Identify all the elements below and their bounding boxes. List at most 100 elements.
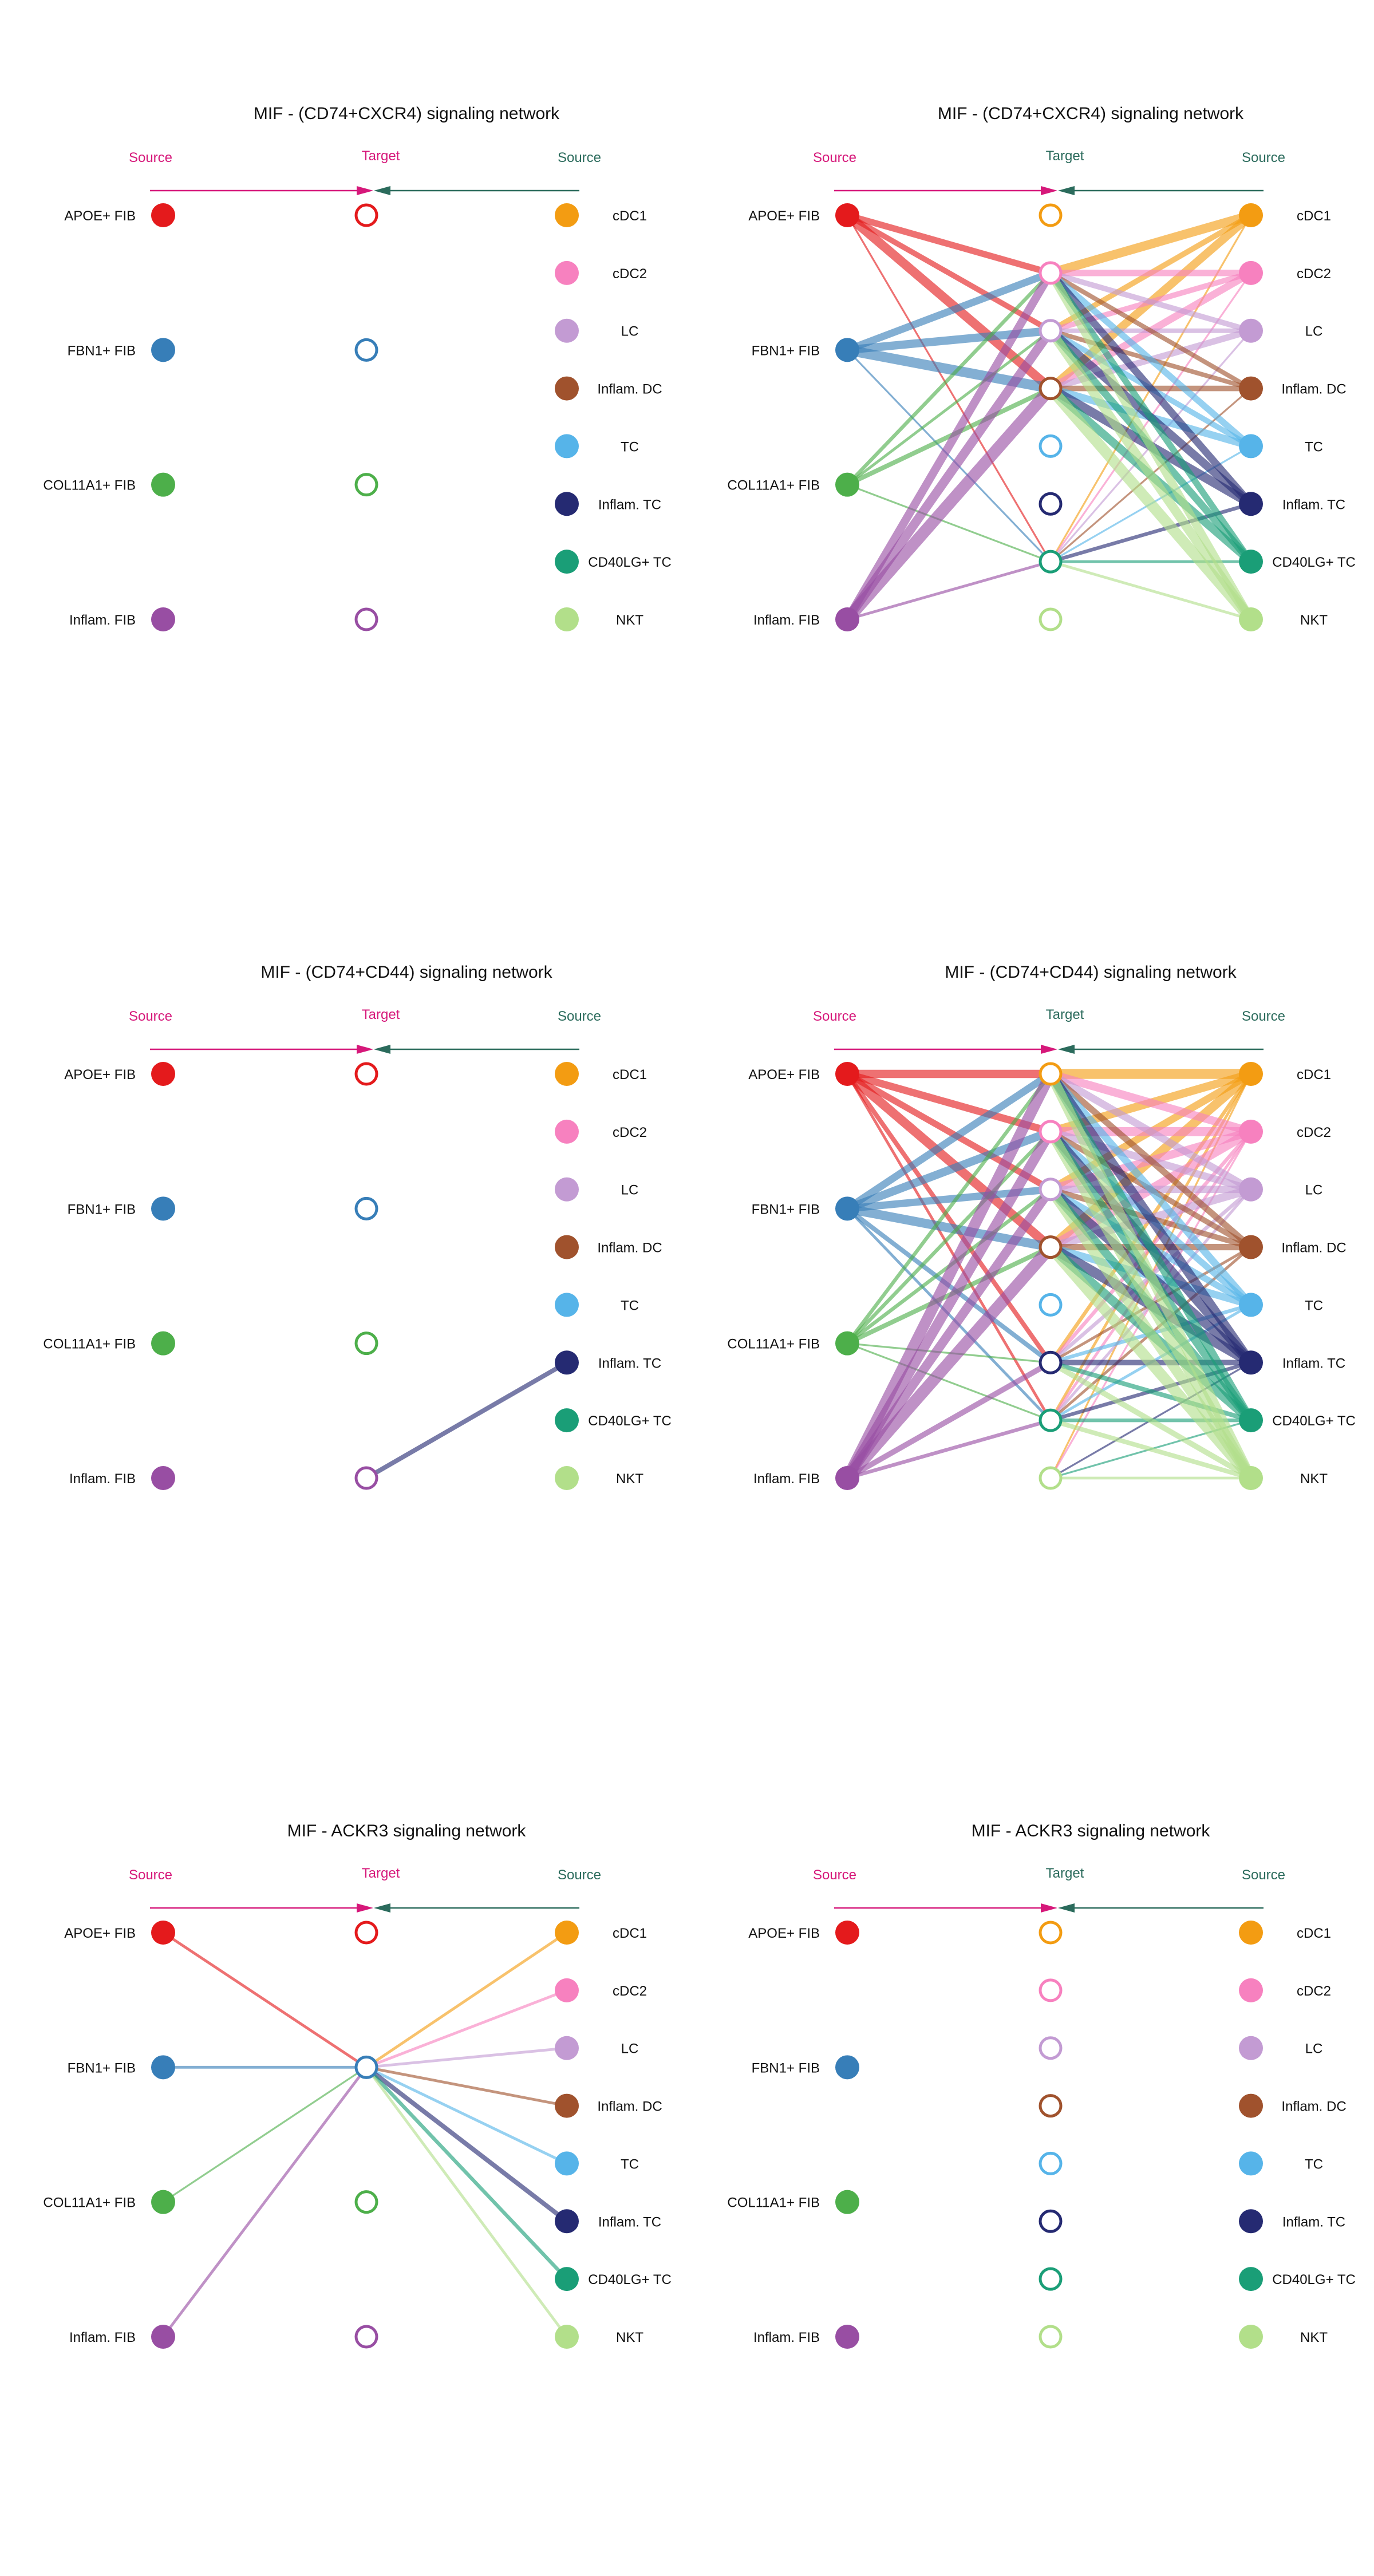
target-arrowhead bbox=[374, 186, 390, 195]
node-col11a1-fib bbox=[835, 472, 859, 497]
node-fbn1-fib bbox=[151, 338, 175, 362]
source-label-right: Source bbox=[558, 1009, 601, 1024]
edge-inflam-dc-to-cdc2 bbox=[1048, 270, 1253, 391]
node-cd40lg-tc bbox=[555, 2267, 579, 2291]
target-node-inflam-tc bbox=[1039, 1350, 1063, 1374]
node-label-col11a1-fib: COL11A1+ FIB bbox=[727, 2195, 820, 2211]
node-label-cd40lg-tc: CD40LG+ TC bbox=[588, 555, 672, 570]
target-node-nkt bbox=[1039, 607, 1063, 631]
edge-cdc1-to-cdc2 bbox=[1046, 211, 1255, 278]
node-label-fbn1-fib: FBN1+ FIB bbox=[68, 2060, 136, 2076]
node-col11a1-fib bbox=[151, 472, 175, 497]
node-label-nkt: NKT bbox=[1300, 2330, 1328, 2345]
edge-cdc2-to-fbn1-fib bbox=[365, 1989, 568, 2069]
node-inflam-fib bbox=[151, 1466, 175, 1490]
node-nkt bbox=[1239, 1466, 1263, 1490]
target-node-inflam-fib bbox=[354, 607, 378, 631]
source-label-left: Source bbox=[129, 1009, 172, 1024]
edge-nkt-to-cdc2 bbox=[1046, 268, 1255, 624]
node-cdc2 bbox=[555, 1119, 579, 1144]
target-arrowhead bbox=[1058, 186, 1075, 195]
edge-fbn1-fib-to-cdc2 bbox=[843, 269, 1055, 354]
edge-tc-to-cdc1 bbox=[1047, 1070, 1255, 1309]
node-label-inflam-dc: Inflam. DC bbox=[597, 1240, 662, 1256]
source-label-right: Source bbox=[558, 1867, 601, 1883]
panel-title: MIF - ACKR3 signaling network bbox=[972, 1822, 1211, 1840]
node-label-cd40lg-tc: CD40LG+ TC bbox=[588, 1413, 672, 1429]
node-label-col11a1-fib: COL11A1+ FIB bbox=[43, 2195, 136, 2211]
edge-cd40lg-tc-to-fbn1-fib bbox=[364, 2065, 569, 2281]
node-inflam-dc bbox=[555, 376, 579, 401]
target-node-tc bbox=[1039, 434, 1063, 458]
node-apoe-fib bbox=[835, 203, 859, 227]
node-label-tc: TC bbox=[621, 2156, 639, 2172]
panel-title: MIF - (CD74+CD44) signaling network bbox=[945, 963, 1237, 982]
edge-apoe-fib-to-cd40lg-tc bbox=[846, 214, 1052, 563]
edges bbox=[841, 211, 1257, 626]
panel-title: MIF - (CD74+CXCR4) signaling network bbox=[938, 104, 1244, 123]
target-node-col11a1-fib bbox=[354, 2190, 378, 2214]
source-arrowhead bbox=[1041, 1903, 1057, 1913]
target-node-inflam-dc bbox=[1039, 377, 1063, 401]
node-col11a1-fib bbox=[835, 2190, 859, 2214]
node-tc bbox=[555, 1293, 579, 1317]
target-node-apoe-fib bbox=[354, 1062, 378, 1086]
source-label-left: Source bbox=[813, 1009, 856, 1024]
edge-nkt-to-cd40lg-tc bbox=[1048, 1418, 1253, 1480]
node-tc bbox=[1239, 434, 1263, 459]
target-node-cdc1 bbox=[1039, 1062, 1063, 1086]
node-label-cdc2: cDC2 bbox=[613, 1984, 647, 1999]
node-inflam-dc bbox=[555, 1235, 579, 1259]
target-node-inflam-tc bbox=[1039, 492, 1063, 516]
edge-col11a1-fib-to-cd40lg-tc bbox=[846, 484, 1052, 563]
node-label-fbn1-fib: FBN1+ FIB bbox=[68, 1202, 136, 1217]
node-label-lc: LC bbox=[621, 1183, 639, 1198]
edge-apoe-fib-to-lc bbox=[844, 1070, 1054, 1193]
edge-col11a1-fib-to-cdc1 bbox=[845, 1072, 1053, 1345]
source-arrowhead bbox=[357, 1045, 373, 1054]
source-label-left: Source bbox=[813, 1867, 856, 1883]
node-inflam-dc bbox=[555, 2093, 579, 2118]
node-label-col11a1-fib: COL11A1+ FIB bbox=[43, 1337, 136, 1352]
node-inflam-dc bbox=[1239, 2093, 1263, 2118]
target-arrowhead bbox=[374, 1903, 390, 1913]
node-apoe-fib bbox=[151, 203, 175, 227]
edges bbox=[841, 1068, 1257, 1484]
node-cdc2 bbox=[1239, 1978, 1263, 2002]
node-label-cdc1: cDC1 bbox=[613, 1926, 647, 1941]
node-inflam-fib bbox=[151, 2325, 175, 2349]
node-label-cdc1: cDC1 bbox=[1297, 1926, 1331, 1941]
node-label-fbn1-fib: FBN1+ FIB bbox=[752, 343, 820, 358]
target-node-nkt bbox=[1039, 1466, 1063, 1490]
source-arrowhead bbox=[1041, 1045, 1057, 1054]
target-node-lc bbox=[1039, 1178, 1063, 1202]
node-col11a1-fib bbox=[151, 2190, 175, 2214]
node-lc bbox=[1239, 1177, 1263, 1202]
target-node-inflam-dc bbox=[1039, 1235, 1063, 1259]
node-inflam-tc bbox=[555, 1350, 579, 1375]
source-label-right: Source bbox=[1242, 1867, 1285, 1883]
node-cd40lg-tc bbox=[1239, 1408, 1263, 1433]
edge-col11a1-fib-to-inflam-dc bbox=[845, 386, 1053, 487]
source-label-left: Source bbox=[813, 150, 856, 165]
node-inflam-fib bbox=[835, 1466, 859, 1490]
node-label-cdc2: cDC2 bbox=[1297, 1125, 1331, 1140]
node-lc bbox=[555, 318, 579, 343]
edge-tc-to-cdc2 bbox=[1047, 270, 1254, 450]
edge-nkt-to-fbn1-fib bbox=[365, 2065, 568, 2338]
edge-inflam-fib-to-cdc2 bbox=[843, 268, 1055, 624]
node-label-tc: TC bbox=[1305, 2156, 1323, 2172]
edge-col11a1-fib-to-lc bbox=[846, 329, 1052, 487]
edge-apoe-fib-to-inflam-tc bbox=[845, 1072, 1053, 1365]
node-label-inflam-tc: Inflam. TC bbox=[598, 497, 661, 512]
target-label: Target bbox=[362, 148, 400, 164]
node-lc bbox=[1239, 318, 1263, 343]
node-label-inflam-dc: Inflam. DC bbox=[1281, 1240, 1346, 1256]
node-nkt bbox=[1239, 2325, 1263, 2349]
edge-inflam-tc-to-cdc2 bbox=[1047, 269, 1255, 508]
source-arrowhead bbox=[357, 186, 373, 195]
node-label-inflam-tc: Inflam. TC bbox=[1282, 1356, 1345, 1371]
edge-col11a1-fib-to-cdc2 bbox=[845, 1129, 1053, 1345]
edge-nkt-to-lc bbox=[1046, 326, 1255, 624]
node-label-fbn1-fib: FBN1+ FIB bbox=[752, 1202, 820, 1217]
